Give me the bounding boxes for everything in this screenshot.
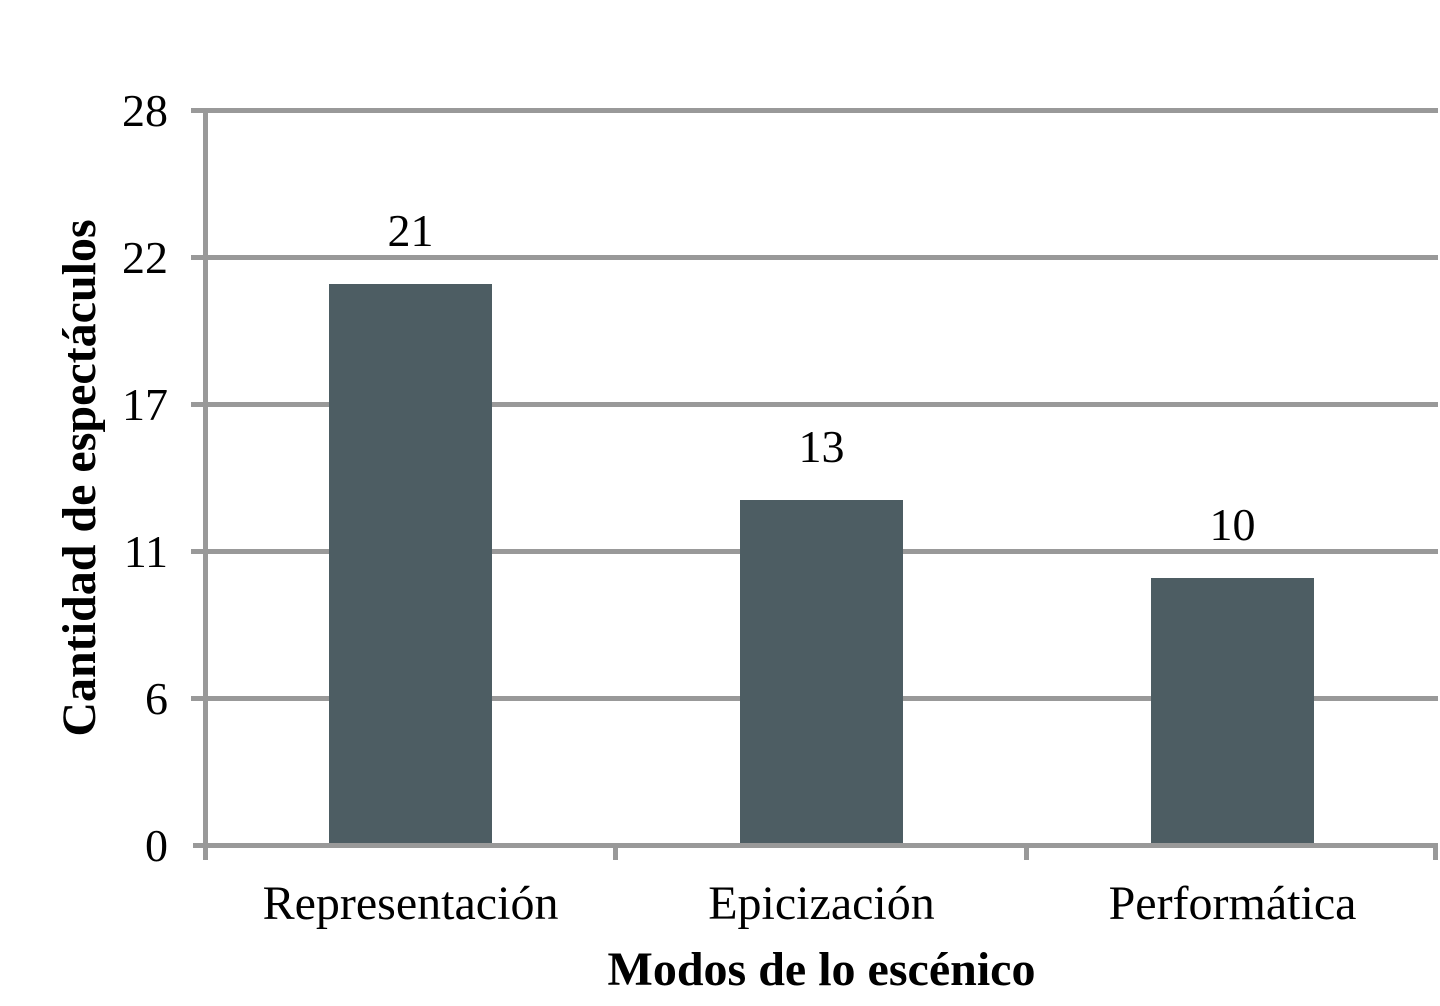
x-axis-tick xyxy=(613,843,618,860)
x-axis-line xyxy=(193,843,1438,848)
x-category-label: Performática xyxy=(1108,877,1357,930)
bar-group-representacion: 21 xyxy=(205,110,616,845)
y-axis-line xyxy=(203,110,208,860)
x-category-label: Epicización xyxy=(708,877,935,930)
bar-epicizacion xyxy=(740,500,903,843)
y-tick-label: 0 xyxy=(145,820,168,871)
x-axis-title: Modos de lo escénico xyxy=(607,943,1036,996)
gridline xyxy=(191,255,1438,260)
bar-performatica xyxy=(1151,578,1314,843)
gridline xyxy=(191,402,1438,407)
x-category-label: Representación xyxy=(262,877,559,930)
y-axis-title: Cantidad de espectáculos xyxy=(53,219,106,737)
bar-group-epicizacion: 13 xyxy=(616,110,1027,845)
bar-value-label: 10 xyxy=(1209,499,1256,551)
x-axis-tick xyxy=(1433,843,1438,860)
y-tick-label: 22 xyxy=(122,232,168,283)
bar-value-label: 13 xyxy=(798,421,845,472)
bar-representacion xyxy=(329,284,492,843)
y-tick-label: 17 xyxy=(122,379,168,430)
y-tick-label: 28 xyxy=(122,85,168,136)
bar-group-performatica: 10 xyxy=(1027,110,1438,845)
y-tick-label: 11 xyxy=(123,526,168,577)
x-axis-tick xyxy=(1024,843,1029,860)
gridline xyxy=(191,108,1438,113)
plot-area: 21 13 10 xyxy=(191,108,1438,860)
y-tick-label: 6 xyxy=(145,673,168,724)
bar-value-label: 21 xyxy=(387,205,434,257)
